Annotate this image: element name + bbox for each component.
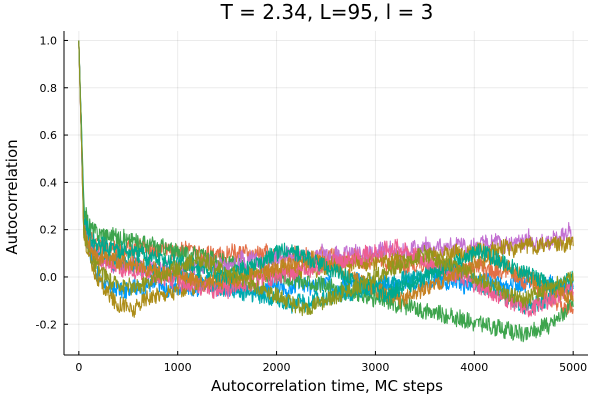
axes — [63, 31, 588, 356]
x-axis-label: Autocorrelation time, MC steps — [211, 377, 443, 395]
series-group — [78, 40, 574, 343]
x-tick-label: 3000 — [361, 361, 389, 374]
y-tick-label: 0.4 — [40, 176, 58, 189]
chart-title: T = 2.34, L=95, l = 3 — [220, 0, 434, 24]
y-tick-label: 0.2 — [40, 224, 58, 237]
y-tick-label: -0.2 — [36, 318, 57, 331]
x-tick-label: 2000 — [263, 361, 291, 374]
y-tick-label: 0.8 — [40, 82, 58, 95]
x-tick-label: 5000 — [559, 361, 587, 374]
y-tick-label: 1.0 — [40, 34, 58, 47]
series-line-10 — [78, 40, 574, 317]
x-tick-label: 0 — [75, 361, 82, 374]
series-line-3 — [78, 40, 574, 343]
grid — [64, 31, 588, 355]
x-tick-label: 1000 — [164, 361, 192, 374]
y-axis-label: Autocorrelation — [3, 139, 21, 254]
y-ticks: -0.2 0.0 0.2 0.4 0.6 0.8 1.0 — [36, 34, 68, 331]
y-tick-label: 0.0 — [40, 271, 58, 284]
x-ticks: 0 1000 2000 3000 4000 5000 — [75, 351, 587, 374]
series-line-9 — [78, 40, 574, 303]
y-tick-label: 0.6 — [40, 129, 58, 142]
x-tick-label: 4000 — [460, 361, 488, 374]
